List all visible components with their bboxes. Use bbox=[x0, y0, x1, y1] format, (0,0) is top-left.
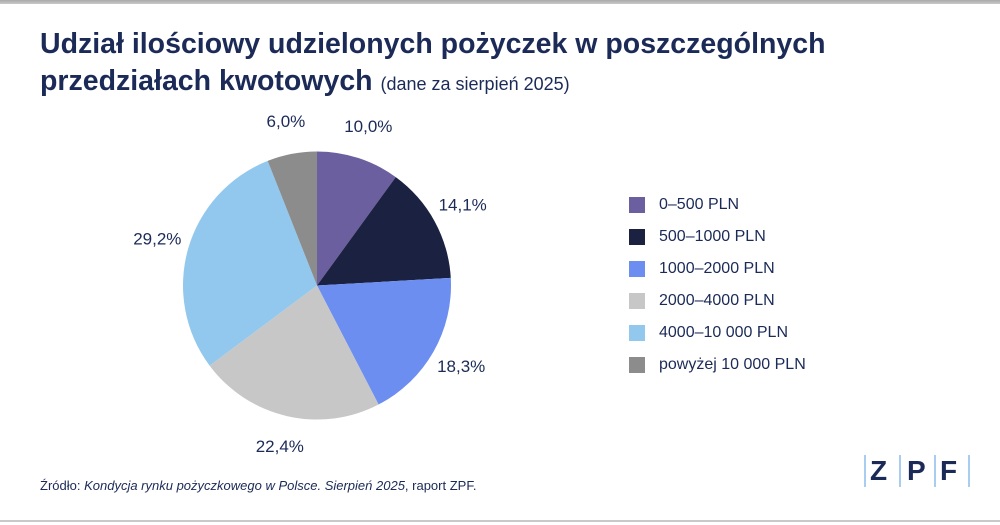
svg-text:22,4%: 22,4% bbox=[256, 437, 304, 456]
svg-text:6,0%: 6,0% bbox=[267, 112, 306, 131]
svg-text:14,1%: 14,1% bbox=[439, 195, 487, 214]
svg-text:29,2%: 29,2% bbox=[133, 230, 181, 249]
svg-text:10,0%: 10,0% bbox=[344, 117, 392, 136]
svg-text:18,3%: 18,3% bbox=[437, 357, 485, 376]
